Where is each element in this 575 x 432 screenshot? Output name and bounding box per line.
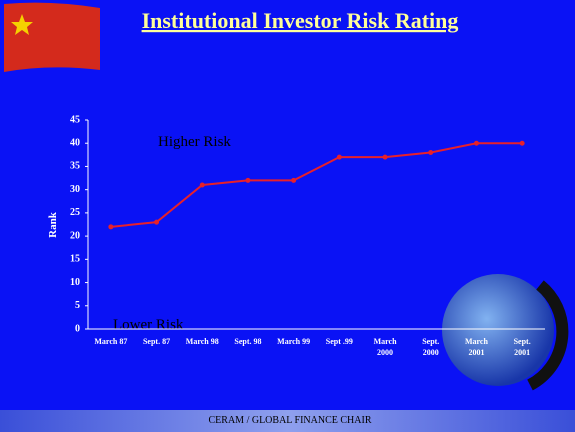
marker — [382, 154, 388, 160]
marker — [108, 224, 114, 230]
x-tick-label: March 98 — [186, 337, 219, 346]
y-tick-label: 0 — [75, 323, 80, 334]
marker — [154, 219, 160, 225]
x-tick-label: March 99 — [277, 337, 310, 346]
x-tick-label: Sept .99 — [326, 337, 353, 346]
marker — [428, 150, 434, 156]
y-tick-label: 40 — [70, 138, 80, 149]
x-tick-label: Sept. 2000 — [422, 337, 439, 357]
title: Institutional Investor Risk Rating — [142, 8, 459, 33]
x-tick-label: Sept. 2001 — [514, 337, 531, 357]
globe — [442, 274, 569, 391]
x-tick-label: March 87 — [94, 337, 127, 346]
marker — [245, 177, 251, 183]
marker — [291, 177, 297, 183]
annotation: Higher Risk — [158, 134, 231, 150]
y-axis-label: Rank — [47, 211, 59, 238]
marker — [473, 140, 479, 146]
line — [110, 142, 523, 228]
x-tick-label: Sept. 87 — [143, 337, 170, 346]
y-tick-label: 30 — [70, 184, 80, 195]
x-tick-label: March 2001 — [465, 337, 489, 357]
annotation: Lower Risk — [113, 317, 184, 333]
flag — [4, 2, 100, 73]
y-tick-label: 45 — [70, 114, 80, 125]
x-tick-label: Sept. 98 — [234, 337, 261, 346]
marker — [336, 154, 342, 160]
marker — [519, 140, 525, 146]
y-tick-label: 5 — [75, 300, 80, 311]
x-tick-label: March 2000 — [374, 337, 398, 357]
y-tick-label: 20 — [70, 230, 80, 241]
y-tick-label: 25 — [70, 207, 80, 218]
y-tick-label: 35 — [70, 161, 80, 172]
footer: CERAM / GLOBAL FINANCE CHAIR — [209, 415, 372, 426]
footer-band — [0, 410, 575, 432]
marker — [199, 182, 205, 188]
y-tick-label: 10 — [70, 277, 80, 288]
y-tick-label: 15 — [70, 254, 80, 265]
